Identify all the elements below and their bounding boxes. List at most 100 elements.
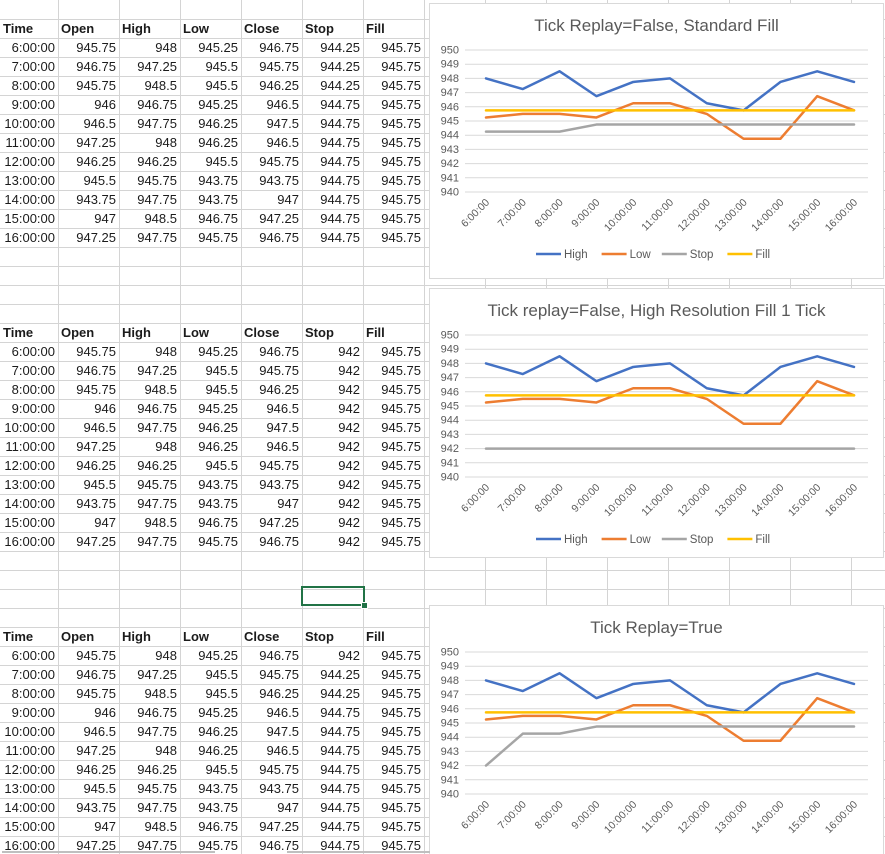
cell[interactable]: 945.75 xyxy=(381,686,421,701)
header-cell[interactable]: Close xyxy=(244,325,280,340)
cell[interactable]: 946.75 xyxy=(137,705,177,720)
cell[interactable]: 947.75 xyxy=(137,838,177,853)
cell[interactable]: 945.75 xyxy=(76,382,116,397)
cell[interactable]: 947.25 xyxy=(76,743,116,758)
cell[interactable]: 948.5 xyxy=(144,819,177,834)
header-cell[interactable]: Stop xyxy=(305,325,334,340)
cell[interactable]: 945.5 xyxy=(205,458,238,473)
cell[interactable]: 946.75 xyxy=(137,97,177,112)
cell[interactable]: 945.75 xyxy=(381,819,421,834)
cell[interactable]: 8:00:00 xyxy=(11,78,55,93)
cell[interactable]: 11:00:00 xyxy=(5,135,55,150)
cell[interactable]: 945.75 xyxy=(381,192,421,207)
cell[interactable]: 947.75 xyxy=(137,496,177,511)
cell[interactable]: 946.25 xyxy=(76,458,116,473)
cell[interactable]: 947.75 xyxy=(137,230,177,245)
cell[interactable]: 947.25 xyxy=(76,838,116,853)
cell[interactable]: 944.25 xyxy=(320,59,360,74)
cell[interactable]: 946.5 xyxy=(83,420,116,435)
cell[interactable]: 946.75 xyxy=(259,534,299,549)
cell[interactable]: 945.75 xyxy=(381,211,421,226)
cell[interactable]: 947.25 xyxy=(76,534,116,549)
cell[interactable]: 942 xyxy=(338,534,360,549)
cell[interactable]: 947.25 xyxy=(259,211,299,226)
cell[interactable]: 948 xyxy=(155,344,177,359)
cell[interactable]: 946.25 xyxy=(198,420,238,435)
chart-title[interactable]: Tick replay=False, High Resolution Fill … xyxy=(487,301,826,320)
cell[interactable]: 945.75 xyxy=(76,686,116,701)
cell[interactable]: 947.25 xyxy=(137,363,177,378)
cell[interactable]: 945.75 xyxy=(76,648,116,663)
legend-label-low[interactable]: Low xyxy=(630,534,652,546)
cell[interactable]: 947.25 xyxy=(259,819,299,834)
chart-tick-replay-false-standard-fill[interactable]: Tick Replay=False, Standard Fill 950 949 94… xyxy=(429,3,884,279)
cell[interactable]: 948 xyxy=(155,648,177,663)
cell[interactable]: 948.5 xyxy=(144,211,177,226)
cell[interactable]: 6:00:00 xyxy=(11,648,55,663)
cell[interactable]: 942 xyxy=(338,382,360,397)
chart-tick-replay-false-high-resolution-fill[interactable]: Tick replay=False, High Resolution Fill … xyxy=(429,288,884,558)
header-cell[interactable]: Close xyxy=(244,629,280,644)
cell[interactable]: 13:00:00 xyxy=(4,781,55,796)
cell[interactable]: 943.75 xyxy=(198,477,238,492)
cell[interactable]: 942 xyxy=(338,439,360,454)
cell[interactable]: 945.75 xyxy=(381,382,421,397)
cell[interactable]: 945.25 xyxy=(198,97,238,112)
cell[interactable]: 946.75 xyxy=(259,40,299,55)
cell[interactable]: 947 xyxy=(277,192,299,207)
cell[interactable]: 944.25 xyxy=(320,40,360,55)
cell[interactable]: 13:00:00 xyxy=(4,173,55,188)
header-cell[interactable]: Open xyxy=(61,325,95,340)
cell[interactable]: 943.75 xyxy=(198,800,238,815)
cell[interactable]: 947 xyxy=(277,496,299,511)
cell[interactable]: 11:00:00 xyxy=(5,743,55,758)
cell[interactable]: 945.75 xyxy=(381,401,421,416)
cell[interactable]: 948.5 xyxy=(144,686,177,701)
legend-label-high[interactable]: High xyxy=(564,534,588,546)
cell[interactable]: 945.75 xyxy=(259,154,299,169)
cell[interactable]: 948 xyxy=(155,135,177,150)
cell[interactable]: 945.75 xyxy=(381,534,421,549)
cell[interactable]: 945.75 xyxy=(259,363,299,378)
cell[interactable]: 947.75 xyxy=(137,800,177,815)
cell[interactable]: 944.75 xyxy=(320,154,360,169)
cell[interactable]: 942 xyxy=(338,420,360,435)
cell[interactable]: 947.75 xyxy=(137,534,177,549)
cell[interactable]: 946.75 xyxy=(76,363,116,378)
legend-label-stop[interactable]: Stop xyxy=(690,249,714,261)
cell[interactable]: 945.25 xyxy=(198,648,238,663)
cell[interactable]: 945.25 xyxy=(198,40,238,55)
cell[interactable]: 945.75 xyxy=(381,78,421,93)
cell[interactable]: 945.5 xyxy=(83,477,116,492)
cell[interactable]: 947.25 xyxy=(259,515,299,530)
cell[interactable]: 946.5 xyxy=(266,439,299,454)
cell[interactable]: 945.75 xyxy=(259,458,299,473)
header-cell[interactable]: High xyxy=(122,629,151,644)
cell[interactable]: 944.25 xyxy=(320,78,360,93)
cell[interactable]: 6:00:00 xyxy=(11,344,55,359)
cell[interactable]: 16:00:00 xyxy=(4,534,55,549)
cell[interactable]: 945.75 xyxy=(381,439,421,454)
cell[interactable]: 945.75 xyxy=(381,40,421,55)
cell[interactable]: 15:00:00 xyxy=(4,515,55,530)
cell[interactable]: 945.25 xyxy=(198,705,238,720)
chart-tick-replay-true[interactable]: Tick Replay=True 950 949 948 947 946 945 944 943… xyxy=(429,605,884,854)
cell[interactable]: 943.75 xyxy=(198,496,238,511)
cell[interactable]: 943.75 xyxy=(259,477,299,492)
cell[interactable]: 946.25 xyxy=(137,762,177,777)
cell[interactable]: 943.75 xyxy=(198,173,238,188)
cell[interactable]: 942 xyxy=(338,401,360,416)
cell[interactable]: 947.25 xyxy=(76,135,116,150)
cell[interactable]: 942 xyxy=(338,344,360,359)
header-cell[interactable]: Close xyxy=(244,21,280,36)
legend-label-fill[interactable]: Fill xyxy=(755,534,770,546)
legend-label-high[interactable]: High xyxy=(564,249,588,261)
cell[interactable]: 946.25 xyxy=(198,116,238,131)
cell[interactable]: 945.75 xyxy=(381,173,421,188)
cell[interactable]: 945.75 xyxy=(381,724,421,739)
cell[interactable]: 948 xyxy=(155,743,177,758)
header-cell[interactable]: Fill xyxy=(366,325,385,340)
cell[interactable]: 947.5 xyxy=(266,724,299,739)
cell[interactable]: 12:00:00 xyxy=(4,458,55,473)
cell[interactable]: 946.25 xyxy=(198,743,238,758)
